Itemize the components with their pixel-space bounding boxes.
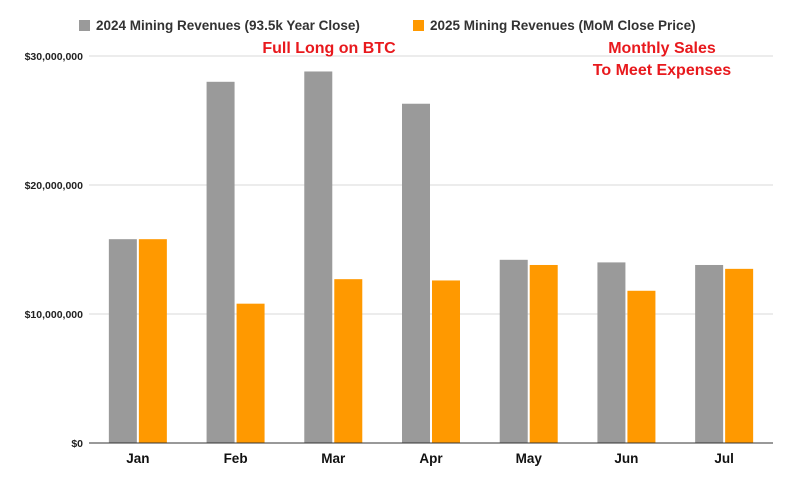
x-tick-label: Jul: [714, 451, 734, 466]
legend: 2024 Mining Revenues (93.5k Year Close) …: [79, 18, 696, 33]
x-tick-label: Mar: [321, 451, 346, 466]
bar-2024-mar: [304, 71, 333, 443]
bar-2024-may: [499, 259, 528, 443]
y-tick-label: $0: [71, 438, 83, 450]
legend-label-2024: 2024 Mining Revenues (93.5k Year Close): [96, 18, 360, 33]
annotation-full-long: Full Long on BTC: [262, 40, 396, 57]
bar-2024-jun: [597, 262, 626, 443]
y-tick-label: $20,000,000: [25, 180, 84, 192]
bar-2025-jun: [627, 290, 656, 443]
y-tick-label: $30,000,000: [25, 51, 84, 63]
x-tick-label: Apr: [419, 451, 443, 466]
bar-2024-jul: [695, 264, 724, 443]
x-tick-label: Feb: [224, 451, 248, 466]
bars: [108, 71, 754, 444]
bar-2025-apr: [432, 280, 460, 443]
bar-2025-jan: [138, 239, 167, 443]
x-tick-label: May: [516, 451, 543, 466]
bar-2025-jul: [725, 268, 754, 443]
bar-2025-feb: [236, 303, 265, 443]
bar-2024-apr: [402, 103, 430, 443]
gridlines: [89, 55, 773, 315]
legend-label-2025: 2025 Mining Revenues (MoM Close Price): [430, 18, 696, 33]
legend-swatch-2025: [413, 20, 424, 31]
annotations: Full Long on BTC Monthly Sales To Meet E…: [262, 40, 731, 79]
y-tick-label: $10,000,000: [25, 309, 84, 321]
x-tick-label: Jan: [126, 451, 149, 466]
bar-2024-jan: [108, 239, 137, 443]
axes: $0 $10,000,000 $20,000,000 $30,000,000 Jan Fe…: [25, 51, 773, 466]
x-tick-label: Jun: [614, 451, 638, 466]
legend-swatch-2024: [79, 20, 90, 31]
bar-2025-mar: [334, 279, 363, 443]
annotation-meet-expenses: To Meet Expenses: [593, 62, 732, 79]
bar-2025-may: [529, 264, 558, 443]
bar-2024-feb: [206, 81, 235, 444]
annotation-monthly-sales: Monthly Sales: [608, 40, 716, 57]
